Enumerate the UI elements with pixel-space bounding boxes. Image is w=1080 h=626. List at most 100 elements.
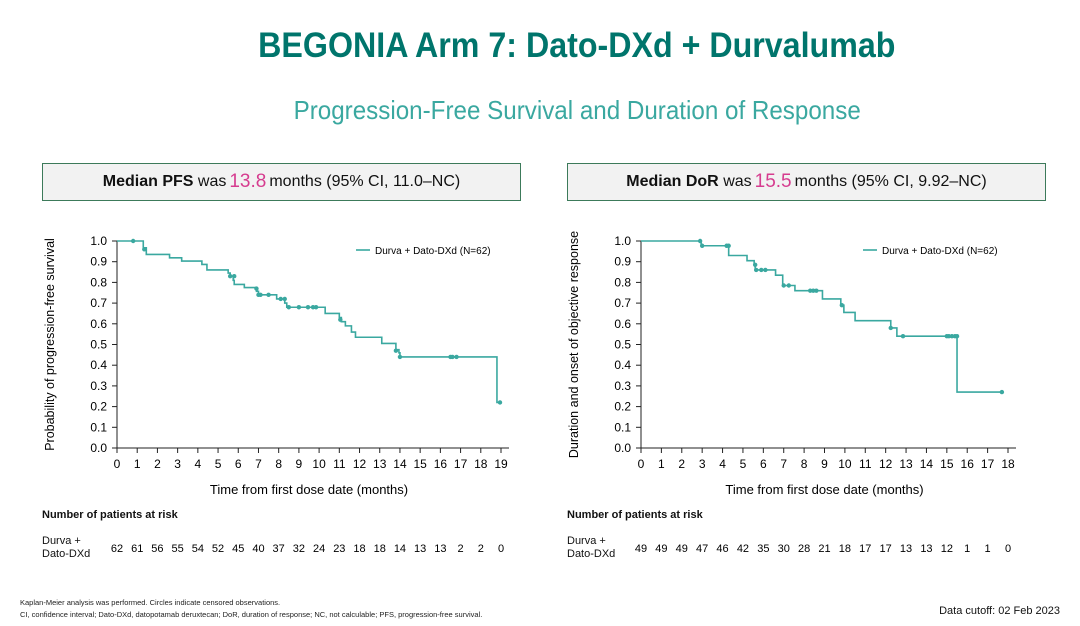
x-tick-label: 7 xyxy=(255,457,262,471)
legend-label: Durva + Dato-DXd (N=62) xyxy=(882,246,998,257)
y-tick-label: 0.4 xyxy=(90,358,107,372)
y-tick-label: 1.0 xyxy=(614,234,631,248)
risk-value: 37 xyxy=(273,543,285,555)
censor-mark xyxy=(497,400,503,405)
y-tick-label: 0.3 xyxy=(614,379,631,393)
censor-mark xyxy=(753,267,759,273)
risk-value: 1 xyxy=(964,543,970,555)
y-tick-label: 0.7 xyxy=(90,296,107,310)
x-tick-label: 8 xyxy=(275,457,282,471)
risk-value: 54 xyxy=(192,543,204,555)
y-tick-label: 0.2 xyxy=(90,400,107,414)
y-tick-label: 0.5 xyxy=(90,338,107,352)
x-tick-label: 3 xyxy=(699,457,706,471)
x-tick-label: 11 xyxy=(333,457,346,471)
risk-value: 13 xyxy=(900,543,912,555)
page-title: BEGONIA Arm 7: Dato-DXd + Durvalumab xyxy=(258,26,896,65)
risk-label-line1: Durva + xyxy=(567,535,606,547)
censor-mark xyxy=(393,348,399,353)
risk-value: 42 xyxy=(737,543,749,555)
risk-value: 55 xyxy=(172,543,184,555)
censor-mark xyxy=(888,325,893,331)
censor-mark xyxy=(808,288,813,293)
x-tick-label: 8 xyxy=(801,457,808,471)
y-tick-label: 0.5 xyxy=(614,338,631,352)
pfs-value: 13.8 xyxy=(229,171,267,192)
censor-mark xyxy=(258,292,263,298)
km-curve xyxy=(641,240,1002,393)
x-tick-label: 7 xyxy=(780,457,787,471)
pfs-rest: months (95% CI, 11.0–NC) xyxy=(269,173,461,190)
censor-mark xyxy=(786,283,792,288)
x-tick-label: 16 xyxy=(961,457,975,471)
censor-mark xyxy=(313,305,319,310)
x-tick-label: 1 xyxy=(134,457,141,471)
risk-label-line2: Dato-DXd xyxy=(42,548,91,560)
y-tick-label: 1.0 xyxy=(90,234,107,248)
x-tick-label: 19 xyxy=(494,457,508,471)
risk-value: 30 xyxy=(778,543,790,555)
risk-value: 35 xyxy=(757,543,769,555)
footnote-1: Kaplan-Meier analysis was performed. Cir… xyxy=(20,598,281,607)
censor-mark xyxy=(763,267,768,273)
x-tick-label: 17 xyxy=(454,457,468,471)
y-axis-label: Duration and onset of objective response xyxy=(567,231,581,458)
dor-was: was xyxy=(723,173,752,190)
y-tick-label: 0.6 xyxy=(614,317,631,331)
x-tick-label: 13 xyxy=(899,457,913,471)
risk-value: 13 xyxy=(414,543,426,555)
risk-value: 40 xyxy=(252,543,264,555)
y-tick-label: 0.0 xyxy=(614,441,631,455)
risk-value: 13 xyxy=(434,543,446,555)
pfs-chart: 0.00.10.20.30.40.50.60.70.80.91.00 1 2 3 4 5 6… xyxy=(43,234,509,555)
risk-value: 47 xyxy=(696,543,708,555)
y-tick-label: 0.4 xyxy=(614,358,631,372)
censor-mark xyxy=(759,267,764,273)
censor-mark xyxy=(752,262,758,268)
x-tick-label: 6 xyxy=(235,457,242,471)
censor-mark xyxy=(811,288,816,293)
y-tick-label: 0.9 xyxy=(90,255,107,269)
x-tick-label: 10 xyxy=(838,457,852,471)
risk-value: 12 xyxy=(941,543,953,555)
y-tick-label: 0.2 xyxy=(614,400,631,414)
x-tick-label: 9 xyxy=(821,457,828,471)
risk-value: 24 xyxy=(313,543,325,555)
risk-value: 14 xyxy=(394,543,406,555)
dor-value: 15.5 xyxy=(754,171,792,192)
y-axis-label: Probability of progression-free survival xyxy=(43,238,57,451)
x-tick-label: 16 xyxy=(434,457,448,471)
censor-mark xyxy=(946,334,952,339)
risk-value: 2 xyxy=(458,543,464,555)
dor-risk-header: Number of patients at risk xyxy=(567,509,703,521)
censor-mark xyxy=(999,389,1005,395)
median-dor-box: Median DoR was 15.5 months (95% CI, 9.92–N… xyxy=(567,163,1046,201)
x-axis-label: Time from first dose date (months) xyxy=(210,482,408,497)
y-tick-label: 0.8 xyxy=(614,275,631,289)
x-tick-label: 17 xyxy=(981,457,995,471)
x-tick-label: 2 xyxy=(678,457,685,471)
y-tick-label: 0.6 xyxy=(90,317,107,331)
x-tick-label: 6 xyxy=(760,457,767,471)
x-tick-label: 11 xyxy=(859,457,872,471)
censor-mark xyxy=(296,305,302,310)
censor-mark xyxy=(338,317,343,322)
censor-mark xyxy=(266,292,271,298)
risk-value: 62 xyxy=(111,543,123,555)
censor-mark xyxy=(282,296,287,302)
x-tick-label: 3 xyxy=(174,457,181,471)
risk-value: 21 xyxy=(818,543,830,555)
y-tick-label: 0.1 xyxy=(90,420,107,434)
x-axis-label: Time from first dose date (months) xyxy=(725,482,923,497)
dor-label: Median DoR xyxy=(626,173,719,190)
dor-rest: months (95% CI, 9.92–NC) xyxy=(794,173,987,190)
pfs-was: was xyxy=(197,173,227,190)
risk-value: 13 xyxy=(920,543,932,555)
x-tick-label: 14 xyxy=(393,457,407,471)
censor-mark xyxy=(699,243,705,248)
censor-mark xyxy=(227,273,233,279)
risk-value: 17 xyxy=(859,543,871,555)
risk-value: 52 xyxy=(212,543,224,555)
risk-value: 45 xyxy=(232,543,244,555)
